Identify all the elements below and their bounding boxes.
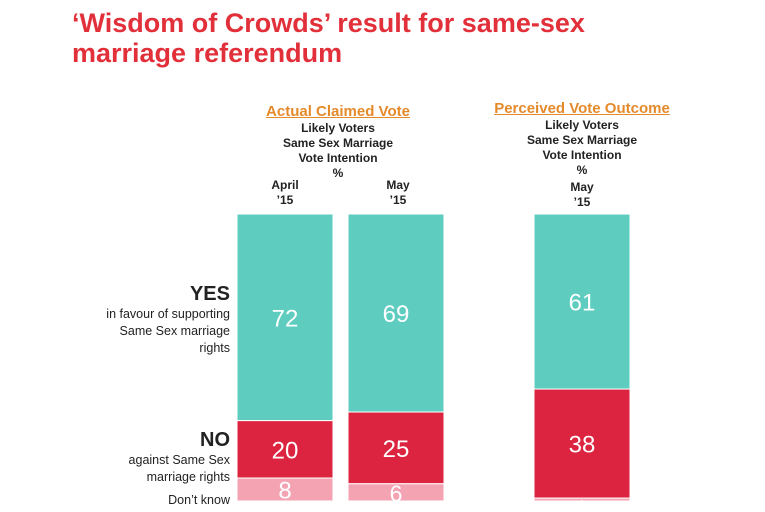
group-title-perceived: Perceived Vote Outcome (494, 100, 670, 117)
column-label-april-15: April ’15 (271, 178, 299, 207)
chart-title: ‘Wisdom of Crowds’ result for same-sex m… (72, 8, 585, 68)
data-label-don-t-know-april-15: 8 (278, 478, 291, 505)
data-label-no-may-15: 25 (383, 436, 410, 463)
row-label-yes: YES in favour of supporting Same Sex mar… (106, 282, 230, 357)
row-label-dont-know: Don’t know (168, 493, 230, 507)
bar-no-may-15-perceived (533, 388, 631, 499)
row-label-no: NO against Same Sex marriage rights (129, 428, 230, 486)
data-label-don-t-know-may-15-perceived: 1 (579, 498, 586, 512)
bar-yes-may-15 (347, 213, 445, 413)
group-header-perceived: Perceived Vote Outcome Likely Voters Sam… (482, 100, 682, 178)
column-label-may-15: May ’15 (386, 178, 410, 207)
data-label-yes-may-15-perceived: 61 (569, 290, 596, 317)
data-label-no-may-15-perceived: 38 (569, 432, 596, 459)
row-label-no-desc: against Same Sex marriage rights (128, 453, 230, 484)
row-label-yes-title: YES (189, 283, 230, 305)
bar-no-april-15 (236, 420, 334, 479)
bar-yes-april-15 (236, 213, 334, 422)
group-title-actual: Actual Claimed Vote (266, 103, 410, 120)
group-header-actual: Actual Claimed Vote Likely Voters Same S… (232, 103, 444, 181)
row-label-yes-desc: in favour of supporting Same Sex marriag… (106, 307, 230, 355)
row-label-no-title: NO (200, 429, 230, 451)
data-label-no-april-15: 20 (272, 437, 299, 464)
bar-don-t-know-may-15-perceived (533, 497, 631, 502)
data-label-yes-may-15: 69 (383, 301, 410, 328)
bar-don-t-know-may-15 (347, 483, 445, 502)
bar-don-t-know-april-15 (236, 477, 334, 502)
data-label-don-t-know-may-15: 6 (390, 480, 403, 506)
data-label-yes-april-15: 72 (272, 305, 299, 332)
group-subtitle-perceived: Likely Voters Same Sex Marriage Vote Int… (526, 118, 638, 177)
column-label-may-15-perceived: May ’15 (570, 180, 594, 209)
group-subtitle-actual: Likely Voters Same Sex Marriage Vote Int… (282, 121, 394, 180)
